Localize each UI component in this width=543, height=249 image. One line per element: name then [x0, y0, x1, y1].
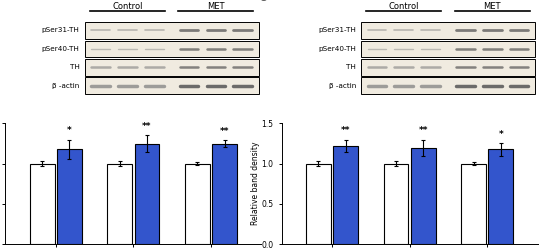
- Bar: [57, 149, 82, 244]
- Bar: [333, 146, 358, 244]
- Bar: [85, 41, 258, 57]
- Text: β -actin: β -actin: [329, 83, 356, 89]
- Bar: [185, 164, 210, 244]
- Text: β -actin: β -actin: [52, 83, 80, 89]
- Text: Control: Control: [389, 1, 419, 10]
- Bar: [306, 164, 331, 244]
- Text: **: **: [341, 126, 351, 135]
- Bar: [85, 22, 258, 39]
- Text: **: **: [419, 126, 428, 135]
- Bar: [411, 148, 435, 244]
- Text: MET: MET: [207, 1, 225, 10]
- Text: pSer40-TH: pSer40-TH: [318, 46, 356, 52]
- Text: TH: TH: [70, 64, 80, 70]
- Bar: [85, 77, 258, 94]
- Text: pSer40-TH: pSer40-TH: [42, 46, 80, 52]
- Bar: [108, 164, 132, 244]
- Bar: [361, 22, 535, 39]
- Bar: [361, 59, 535, 76]
- Text: *: *: [67, 126, 72, 135]
- Bar: [85, 59, 258, 76]
- Text: pSer31-TH: pSer31-TH: [42, 27, 80, 33]
- Text: *: *: [498, 130, 503, 139]
- Bar: [488, 149, 513, 244]
- Bar: [135, 143, 160, 244]
- Text: pSer31-TH: pSer31-TH: [318, 27, 356, 33]
- Bar: [212, 143, 237, 244]
- Text: MET: MET: [483, 1, 501, 10]
- Bar: [461, 164, 486, 244]
- Text: Control: Control: [112, 1, 143, 10]
- Text: TH: TH: [346, 64, 356, 70]
- Bar: [30, 164, 55, 244]
- Bar: [361, 77, 535, 94]
- Bar: [383, 164, 408, 244]
- Text: **: **: [220, 127, 229, 136]
- Bar: [361, 41, 535, 57]
- Y-axis label: Relative band density: Relative band density: [251, 142, 260, 226]
- Text: **: **: [142, 123, 151, 131]
